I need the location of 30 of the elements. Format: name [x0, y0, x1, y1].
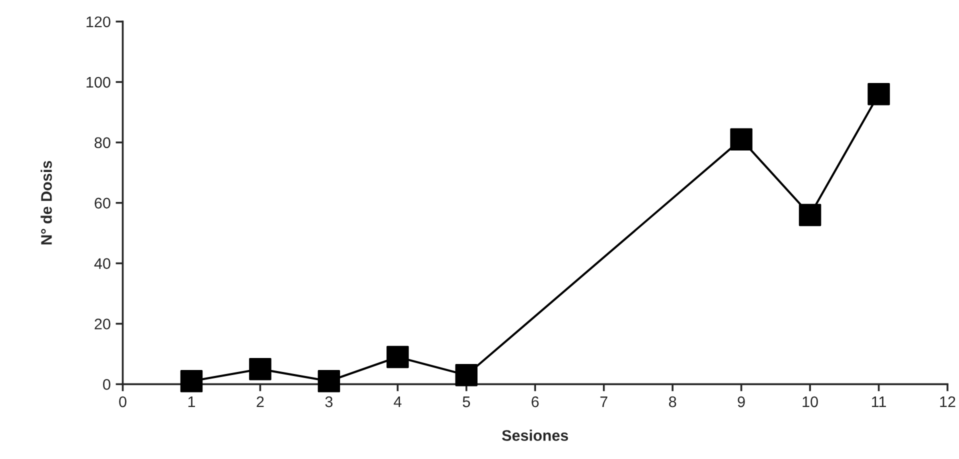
x-tick-label: 1: [188, 396, 195, 408]
point: [455, 364, 478, 386]
point: [798, 204, 822, 226]
y-tick-label: 60: [94, 198, 110, 209]
point: [180, 370, 203, 392]
y-tick-label: 80: [94, 137, 110, 148]
x-tick-label: 7: [600, 396, 608, 408]
y-tick-label: 100: [86, 76, 110, 88]
y-tick-label: 40: [94, 258, 110, 269]
x-tick-label: 11: [872, 396, 886, 408]
x-tick-label: 8: [668, 396, 676, 408]
x-tick-label: 2: [256, 396, 264, 408]
point: [318, 370, 340, 392]
x-tick-label: 3: [325, 396, 333, 408]
x-tick-label: 4: [394, 396, 402, 408]
x-tick-label: 5: [462, 396, 470, 408]
point: [730, 128, 752, 151]
y-tick-label: 20: [94, 318, 110, 330]
y-tick-label: 120: [86, 16, 110, 28]
point: [249, 358, 272, 380]
x-tick-label: 10: [802, 396, 818, 408]
x-axis-title: Sesiones: [502, 430, 568, 441]
x-tick-label: 12: [940, 396, 956, 408]
x-tick-label: 9: [738, 396, 745, 408]
point: [386, 346, 409, 368]
x-tick-label: 0: [119, 396, 126, 408]
y-axis-title: N° de Dosis: [40, 160, 52, 244]
x-tick-label: 6: [532, 396, 539, 408]
y-tick-label: 0: [103, 379, 110, 390]
point: [868, 82, 890, 106]
